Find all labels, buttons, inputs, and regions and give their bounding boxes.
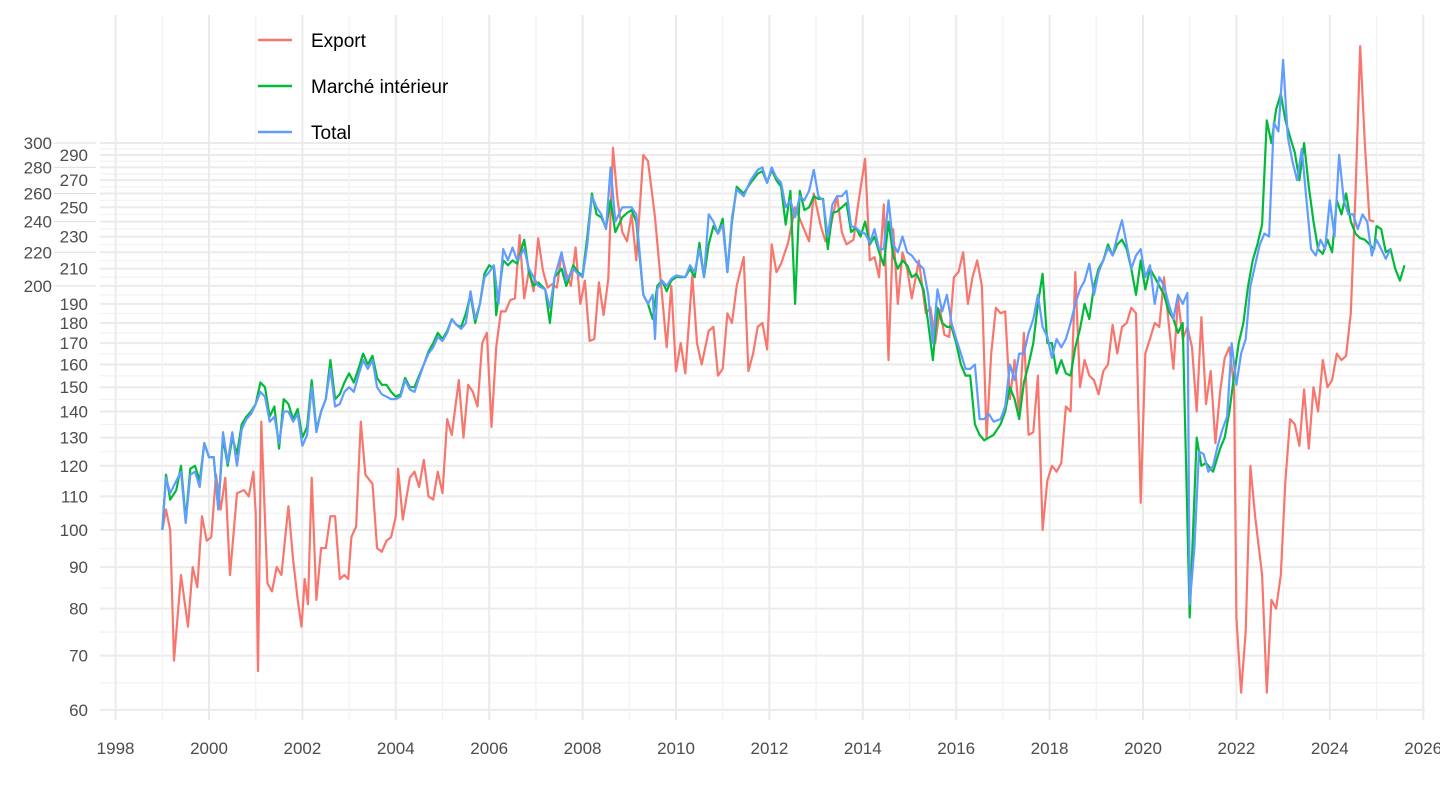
x-tick-label: 2008	[564, 739, 602, 758]
y-tick-label: 280	[24, 158, 52, 177]
x-tick-label: 1998	[97, 739, 135, 758]
y-tick-label: 230	[60, 228, 88, 247]
grid	[100, 15, 1425, 720]
y-tick-label: 300	[24, 134, 52, 153]
y-tick-label: 220	[24, 243, 52, 262]
y-tick-label: 80	[69, 600, 88, 619]
y-tick-label: 100	[60, 521, 88, 540]
series-line-2	[161, 58, 1392, 606]
series-line-0	[161, 45, 1375, 694]
x-tick-label: 2014	[844, 739, 882, 758]
y-tick-label: 60	[69, 701, 88, 720]
y-tick-label: 120	[60, 457, 88, 476]
y-tick-label: 140	[60, 402, 88, 421]
y-tick-label: 200	[24, 277, 52, 296]
x-tick-label: 2000	[190, 739, 228, 758]
series-lines	[161, 45, 1406, 694]
y-tick-label: 150	[60, 378, 88, 397]
series-line-1	[161, 92, 1406, 619]
legend-label: Total	[311, 123, 351, 144]
x-tick-label: 2004	[377, 739, 415, 758]
x-tick-label: 2006	[470, 739, 508, 758]
x-tick-label: 2002	[283, 739, 321, 758]
y-tick-label: 110	[61, 487, 88, 506]
y-tick-label: 270	[60, 171, 88, 190]
legend: Export Marché intérieur Total	[258, 31, 449, 144]
y-tick-label: 180	[60, 314, 88, 333]
x-tick-label: 2018	[1031, 739, 1069, 758]
x-tick-label: 2024	[1311, 739, 1349, 758]
y-tick-label: 250	[60, 198, 88, 217]
x-axis-ticks: 1998 2000 2002 2004 2006 2008 2010 2012 2014 2016…	[97, 739, 1440, 758]
y-tick-label: 90	[69, 558, 88, 577]
y-tick-label: 210	[60, 260, 88, 279]
y-tick-label: 130	[60, 429, 88, 448]
y-tick-label: 290	[60, 146, 88, 165]
y-tick-label: 70	[69, 647, 88, 666]
y-tick-label: 190	[60, 295, 88, 314]
x-tick-label: 2012	[750, 739, 788, 758]
y-tick-label: 160	[60, 355, 88, 374]
x-tick-label: 2020	[1124, 739, 1162, 758]
x-tick-label: 2022	[1217, 739, 1255, 758]
x-tick-label: 2010	[657, 739, 695, 758]
y-tick-label: 240	[24, 213, 52, 232]
x-tick-label: 2016	[937, 739, 975, 758]
legend-label: Export	[311, 31, 367, 52]
y-tick-label: 170	[60, 334, 88, 353]
x-tick-label: 2026	[1404, 739, 1440, 758]
legend-label: Marché intérieur	[311, 77, 449, 98]
y-tick-label: 260	[24, 184, 52, 203]
